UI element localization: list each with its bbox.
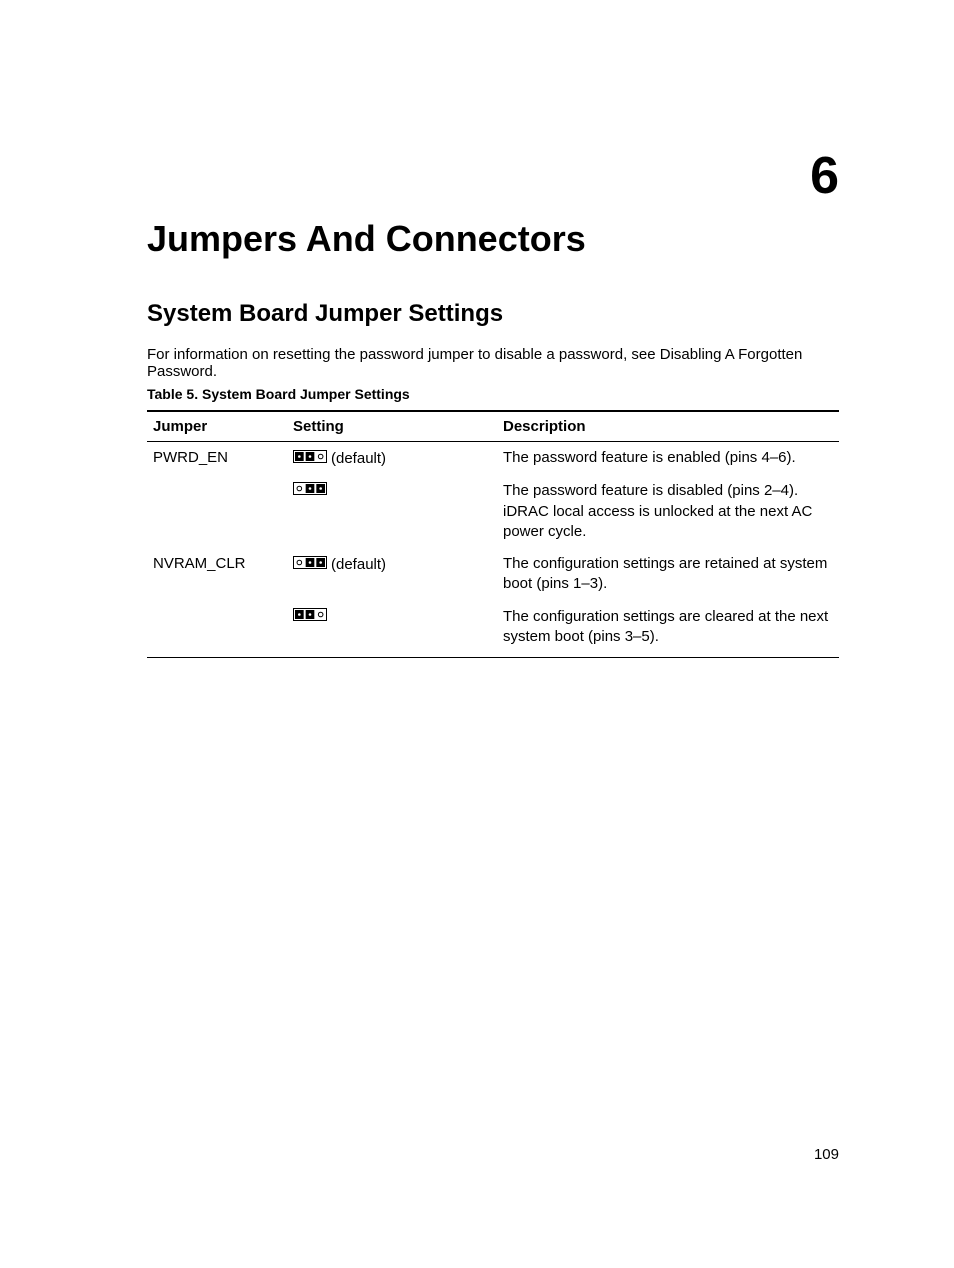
cell-jumper: NVRAM_CLR bbox=[147, 548, 287, 601]
cell-jumper bbox=[147, 475, 287, 548]
table-row: The configuration settings are cleared a… bbox=[147, 601, 839, 658]
jumper-icon bbox=[293, 607, 327, 627]
chapter-number: 6 bbox=[810, 150, 839, 202]
jumper-icon bbox=[293, 449, 327, 469]
jumper-icon bbox=[293, 481, 327, 501]
col-header-setting: Setting bbox=[287, 411, 497, 442]
page-number: 109 bbox=[814, 1146, 839, 1163]
cell-setting: (default) bbox=[287, 442, 497, 476]
col-header-jumper: Jumper bbox=[147, 411, 287, 442]
chapter-title: Jumpers And Connectors bbox=[147, 218, 839, 260]
table-row: NVRAM_CLR (default) The configuration sett… bbox=[147, 548, 839, 601]
cell-jumper bbox=[147, 601, 287, 658]
cell-description: The configuration settings are cleared a… bbox=[497, 601, 839, 658]
page: 6 Jumpers And Connectors System Board Ju… bbox=[0, 0, 954, 1268]
cell-description: The password feature is disabled (pins 2… bbox=[497, 475, 839, 548]
setting-label: (default) bbox=[331, 448, 386, 469]
jumper-icon bbox=[293, 555, 327, 575]
table-body: PWRD_EN (default) The password feature is … bbox=[147, 442, 839, 658]
table-caption: Table 5. System Board Jumper Settings bbox=[147, 386, 839, 402]
setting-label: (default) bbox=[331, 554, 386, 575]
jumper-settings-table: Jumper Setting Description PWRD_EN (defau… bbox=[147, 410, 839, 658]
table-row: PWRD_EN (default) The password feature is … bbox=[147, 442, 839, 476]
col-header-description: Description bbox=[497, 411, 839, 442]
cell-setting bbox=[287, 475, 497, 548]
cell-description: The configuration settings are retained … bbox=[497, 548, 839, 601]
table-row: The password feature is disabled (pins 2… bbox=[147, 475, 839, 548]
cell-setting bbox=[287, 601, 497, 658]
cell-setting: (default) bbox=[287, 548, 497, 601]
cell-description: The password feature is enabled (pins 4–… bbox=[497, 442, 839, 476]
cell-jumper: PWRD_EN bbox=[147, 442, 287, 476]
table-header-row: Jumper Setting Description bbox=[147, 411, 839, 442]
section-title: System Board Jumper Settings bbox=[147, 300, 839, 328]
section-intro-text: For information on resetting the passwor… bbox=[147, 346, 839, 380]
